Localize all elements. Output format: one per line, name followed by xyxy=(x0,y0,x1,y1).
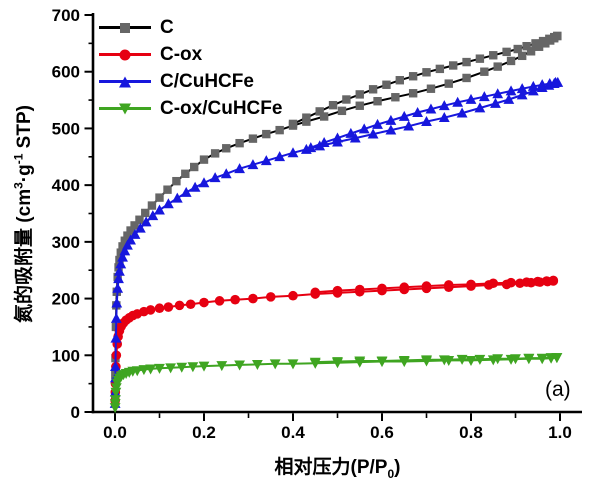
legend-item-c-cuhcfe: C/CuHCFe xyxy=(99,70,282,93)
legend-item-c: C xyxy=(99,16,282,39)
legend-item-c-ox-cuhcfe: C-ox/CuHCFe xyxy=(99,97,282,120)
x-axis-title: 相对压力(P/P0) xyxy=(274,457,401,481)
legend-item-c-ox: C-ox xyxy=(99,43,282,66)
svg-text:1.0: 1.0 xyxy=(548,423,572,442)
legend-line xyxy=(99,103,151,114)
square-marker-icon xyxy=(120,22,130,33)
svg-text:0.2: 0.2 xyxy=(192,423,216,442)
legend-item-label: C/CuHCFe xyxy=(160,71,254,92)
legend-item-label: C xyxy=(160,17,174,38)
legend-item-label: C-ox xyxy=(160,44,203,65)
svg-text:400: 400 xyxy=(52,176,80,195)
legend-line xyxy=(99,76,151,87)
svg-text:700: 700 xyxy=(52,6,80,25)
legend-line xyxy=(99,22,151,33)
svg-text:0.4: 0.4 xyxy=(281,423,305,442)
svg-text:0: 0 xyxy=(71,403,80,422)
panel-label: (a) xyxy=(545,378,571,401)
triangle-up-marker-icon xyxy=(119,76,131,87)
svg-text:0.0: 0.0 xyxy=(103,423,127,442)
svg-text:500: 500 xyxy=(52,119,80,138)
y-axis-title: 氮的吸附量 (cm3·g-1 STP) xyxy=(11,105,35,323)
svg-text:300: 300 xyxy=(52,233,80,252)
svg-text:100: 100 xyxy=(52,346,80,365)
legend: C C-ox C/CuHCFe C-ox/CuHCFe xyxy=(99,16,282,120)
svg-text:0.8: 0.8 xyxy=(459,423,483,442)
legend-item-label: C-ox/CuHCFe xyxy=(160,98,283,119)
svg-text:200: 200 xyxy=(52,290,80,309)
svg-text:600: 600 xyxy=(52,63,80,82)
svg-text:0.6: 0.6 xyxy=(370,423,394,442)
legend-line xyxy=(99,49,151,60)
triangle-down-marker-icon xyxy=(119,103,131,114)
circle-marker-icon xyxy=(119,49,131,60)
